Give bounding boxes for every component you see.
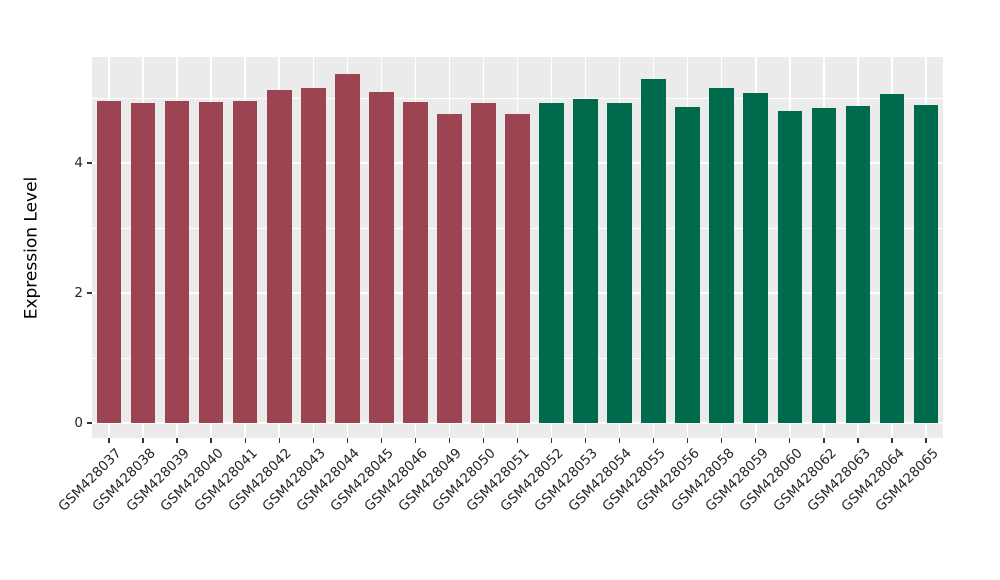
plot-area — [92, 57, 943, 438]
bar — [811, 107, 837, 423]
x-tick-mark — [755, 438, 757, 443]
x-tick-mark — [380, 438, 382, 443]
bar — [471, 102, 496, 423]
x-tick-mark — [278, 438, 280, 443]
y-tick-mark — [87, 292, 92, 294]
bar — [879, 94, 905, 423]
x-tick-mark — [210, 438, 212, 443]
bar — [743, 92, 769, 423]
bar — [403, 101, 428, 423]
x-tick-mark — [925, 438, 927, 443]
x-tick-mark — [176, 438, 178, 443]
bar — [913, 104, 939, 423]
x-tick-mark — [244, 438, 246, 443]
x-tick-mark — [550, 438, 553, 443]
x-tick-mark — [482, 438, 485, 443]
bar — [641, 78, 666, 423]
x-tick-mark — [789, 438, 791, 443]
bar — [777, 111, 803, 423]
y-axis-title: Expression Level — [21, 176, 41, 319]
y-tick-mark — [87, 162, 92, 164]
bar — [130, 102, 156, 423]
x-tick-mark — [414, 438, 417, 443]
y-axis-title-wrap: Expression Level — [16, 57, 46, 438]
x-tick-mark — [857, 438, 859, 443]
y-tick-label: 4 — [74, 155, 83, 171]
x-tick-mark — [823, 438, 825, 443]
bar — [232, 101, 258, 423]
y-tick-label: 0 — [74, 415, 83, 431]
bar — [266, 90, 292, 423]
x-tick-mark — [891, 438, 893, 443]
x-tick-mark — [584, 438, 587, 443]
x-tick-mark — [142, 438, 144, 443]
bar — [198, 101, 224, 423]
bar — [675, 107, 700, 423]
bar — [369, 91, 394, 423]
x-tick-mark — [516, 438, 519, 443]
x-tick-mark — [653, 438, 655, 443]
bar — [539, 102, 564, 423]
x-tick-mark — [312, 438, 314, 443]
bar — [164, 100, 190, 423]
bar — [96, 100, 122, 423]
x-tick-mark — [448, 438, 451, 443]
x-tick-mark — [108, 438, 110, 443]
bar — [607, 103, 632, 423]
bar — [505, 113, 530, 423]
bar — [573, 99, 598, 423]
bar — [709, 88, 735, 423]
x-tick-mark — [721, 438, 723, 443]
x-tick-mark — [687, 438, 689, 443]
bar — [437, 113, 462, 423]
y-tick-mark — [87, 422, 92, 424]
bar — [335, 73, 360, 423]
x-tick-mark — [346, 438, 348, 443]
y-tick-label: 2 — [74, 285, 83, 301]
x-tick-mark — [618, 438, 621, 443]
bar — [300, 88, 326, 423]
bar — [845, 105, 871, 423]
